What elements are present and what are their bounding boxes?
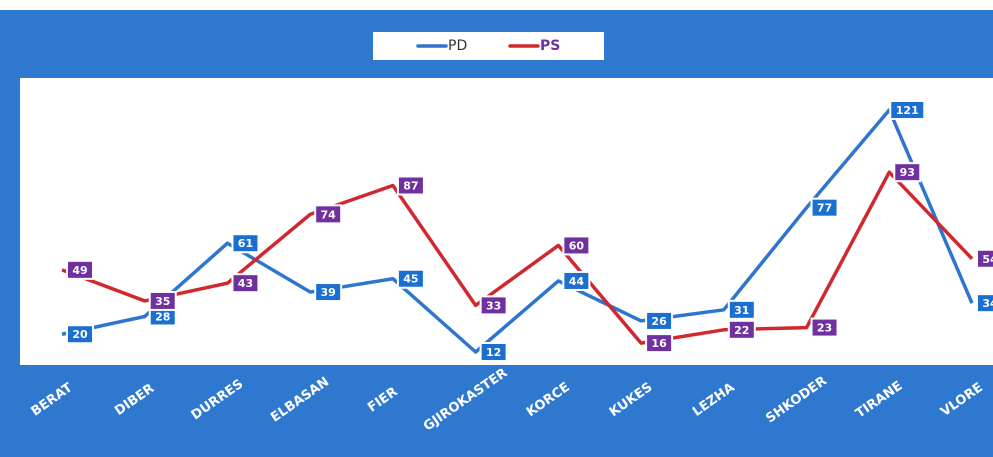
data-label: 31: [734, 304, 749, 317]
data-label: 39: [321, 286, 336, 299]
data-label-box: [479, 295, 508, 316]
data-label-box: [893, 162, 922, 183]
data-label-box: [562, 270, 591, 291]
data-label: 20: [72, 328, 88, 341]
data-label-box: [231, 233, 260, 254]
data-label-box: [727, 319, 756, 340]
data-label: 44: [569, 275, 585, 288]
data-label-box: [396, 268, 425, 289]
data-label-box: [314, 204, 343, 225]
data-label: 22: [734, 324, 749, 337]
data-label: 93: [900, 166, 915, 179]
data-label-box: [479, 342, 508, 362]
data-label: 43: [238, 277, 253, 290]
data-label-box: [810, 317, 839, 338]
legend-label: PD: [448, 38, 467, 54]
data-label: 34: [982, 297, 993, 310]
data-label-box: [645, 310, 674, 331]
data-label-box: [810, 197, 839, 218]
data-label-box: [66, 259, 94, 280]
data-label: 45: [403, 273, 418, 286]
data-label: 23: [817, 322, 832, 335]
data-label-box: [976, 293, 993, 314]
legend: [373, 32, 604, 60]
data-label: 87: [403, 179, 418, 192]
data-label-box: [66, 324, 94, 345]
data-label-box: [314, 282, 343, 303]
data-label-box: [148, 290, 177, 311]
data-label: 33: [486, 299, 501, 312]
data-label-box: [231, 273, 260, 294]
data-label: 12: [486, 346, 501, 359]
series-line: [61, 108, 974, 354]
series-line: [61, 170, 974, 345]
data-label-box: [645, 333, 674, 354]
data-label: 54: [982, 253, 993, 266]
data-label: 61: [238, 237, 253, 250]
data-label: 35: [155, 295, 170, 308]
data-label: 26: [651, 315, 667, 328]
data-label: 77: [817, 202, 832, 215]
data-label-box: [562, 235, 591, 256]
legend-label: PS: [540, 38, 560, 54]
data-label-box: [976, 248, 993, 269]
plot-area: [20, 78, 993, 365]
data-label-box: [889, 100, 926, 120]
data-label: 74: [321, 208, 337, 221]
data-label-box: [396, 175, 425, 196]
data-label: 60: [569, 239, 585, 252]
data-label: 16: [651, 337, 667, 350]
data-label: 121: [896, 104, 919, 117]
data-label-box: [727, 299, 756, 320]
data-label: 49: [72, 264, 87, 277]
data-label: 28: [155, 310, 170, 323]
